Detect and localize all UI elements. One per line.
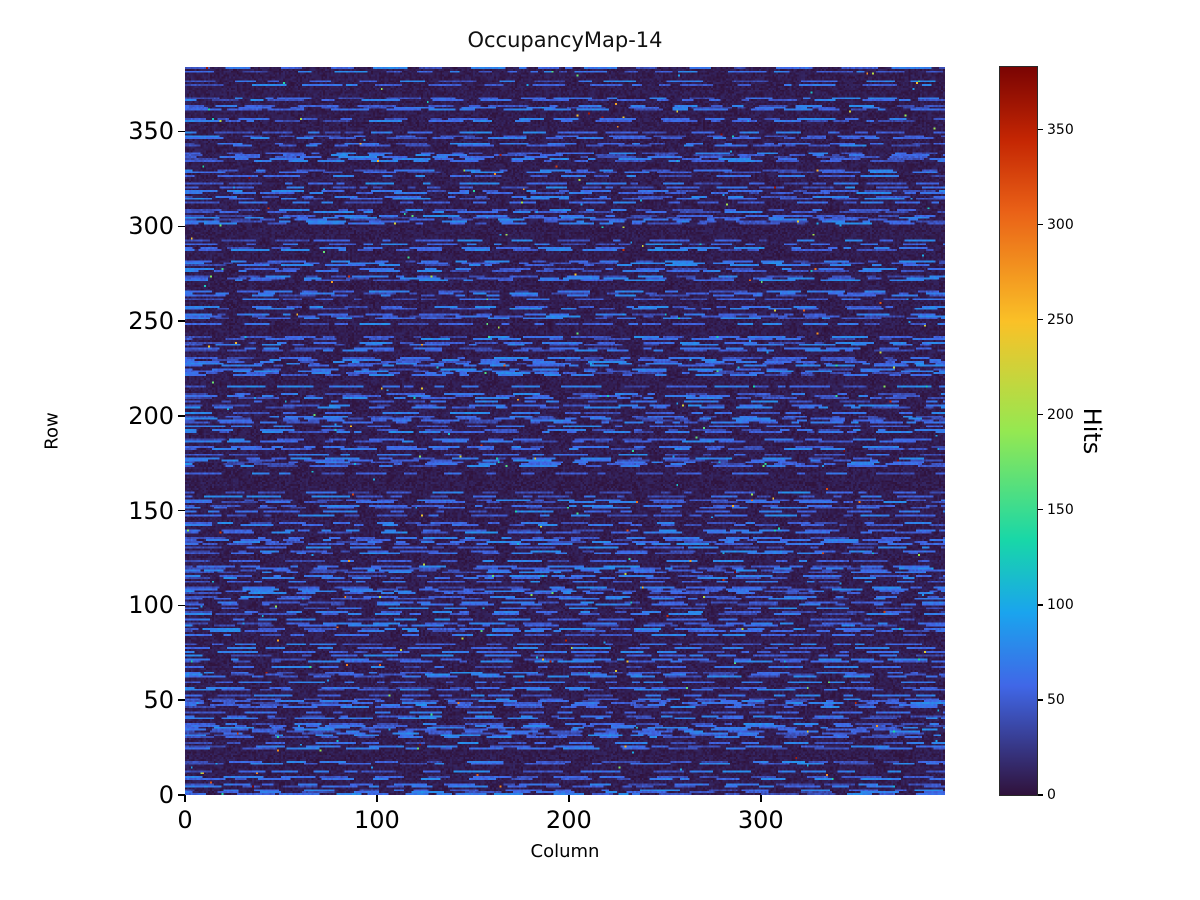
y-tick-label: 0 bbox=[158, 781, 174, 809]
x-tick-mark bbox=[568, 795, 570, 802]
y-tick-mark bbox=[178, 320, 185, 322]
y-tick-label: 150 bbox=[128, 496, 174, 525]
y-axis-label: Row bbox=[41, 412, 63, 450]
chart-title: OccupancyMap-14 bbox=[467, 28, 663, 52]
y-tick-label: 50 bbox=[143, 686, 174, 715]
y-tick-label: 350 bbox=[128, 117, 174, 146]
y-tick-mark bbox=[178, 604, 185, 607]
x-tick-mark bbox=[376, 795, 378, 802]
colorbar-tick-label: 300 bbox=[1047, 216, 1074, 233]
x-tick-mark bbox=[184, 795, 186, 802]
y-tick-mark bbox=[178, 415, 185, 417]
y-tick-mark bbox=[178, 130, 185, 133]
colorbar-tick-mark bbox=[1037, 509, 1043, 511]
y-tick-mark bbox=[178, 225, 185, 227]
colorbar-tick-mark bbox=[1037, 699, 1043, 701]
colorbar-tick-mark bbox=[1037, 794, 1043, 796]
y-tick-label: 250 bbox=[128, 307, 174, 336]
colorbar-tick-mark bbox=[1037, 129, 1043, 131]
colorbar-tick-mark bbox=[1037, 604, 1043, 606]
colorbar-tick-label: 350 bbox=[1047, 121, 1074, 138]
y-tick-mark bbox=[178, 509, 185, 512]
colorbar-tick-mark bbox=[1037, 319, 1043, 321]
colorbar-tick-mark bbox=[1037, 414, 1043, 416]
y-tick-mark bbox=[178, 699, 185, 701]
colorbar-tick-label: 150 bbox=[1047, 501, 1074, 518]
colorbar-tick-label: 50 bbox=[1047, 691, 1065, 708]
colorbar-tick-label: 100 bbox=[1047, 596, 1074, 613]
y-tick-label: 200 bbox=[128, 401, 174, 430]
colorbar-tick-label: 250 bbox=[1047, 311, 1074, 328]
heatmap-plot-area bbox=[185, 67, 945, 795]
colorbar-label: Hits bbox=[1078, 407, 1106, 455]
colorbar-tick-mark bbox=[1037, 224, 1043, 226]
y-tick-mark bbox=[178, 794, 185, 796]
colorbar-tick-label: 200 bbox=[1047, 406, 1074, 423]
y-tick-label: 100 bbox=[128, 591, 174, 620]
x-axis-label: Column bbox=[530, 841, 600, 862]
y-tick-label: 300 bbox=[128, 212, 174, 241]
x-tick-mark bbox=[760, 795, 762, 802]
colorbar bbox=[999, 66, 1038, 796]
x-tick-label: 300 bbox=[737, 806, 784, 834]
x-tick-label: 100 bbox=[354, 806, 400, 834]
x-tick-label: 0 bbox=[177, 806, 193, 834]
heatmap-canvas bbox=[185, 67, 945, 795]
x-tick-label: 200 bbox=[545, 806, 592, 834]
colorbar-tick-label: 0 bbox=[1047, 787, 1056, 803]
